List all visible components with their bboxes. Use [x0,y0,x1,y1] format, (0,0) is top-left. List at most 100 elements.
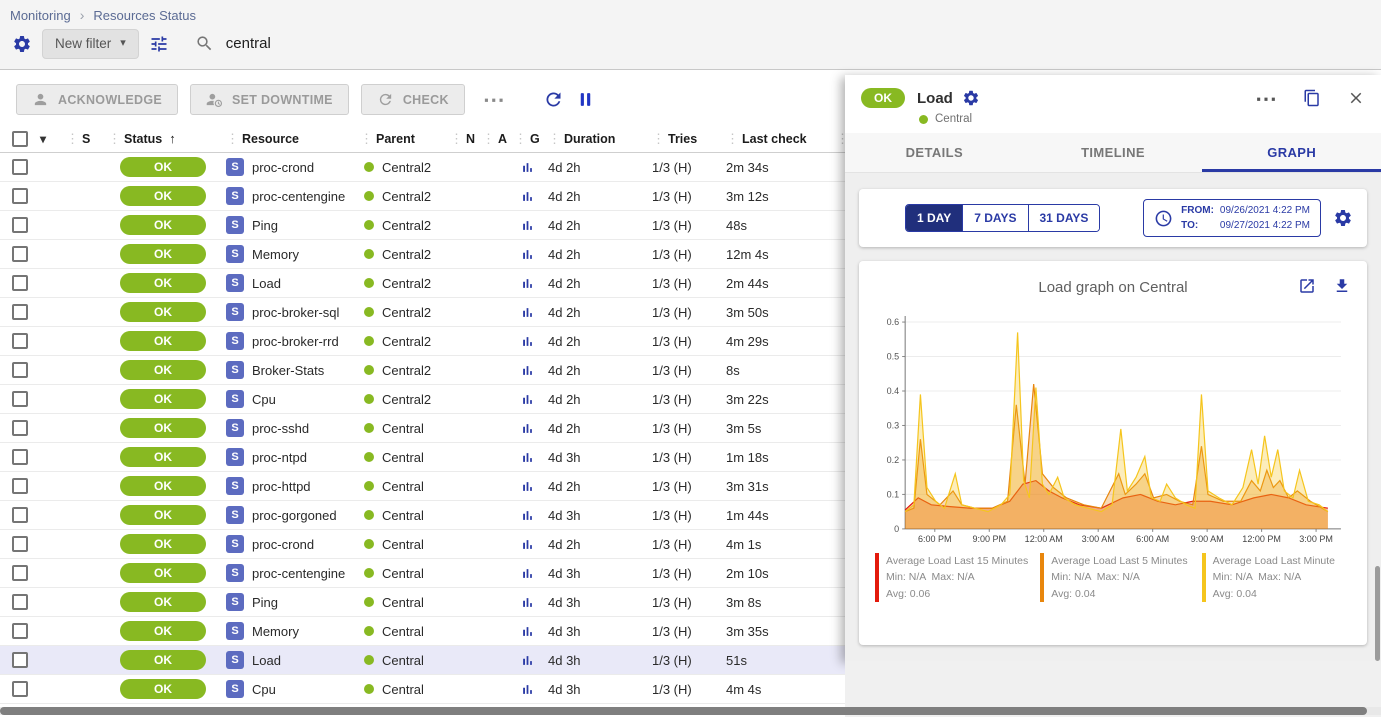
select-all-checkbox[interactable] [12,130,28,147]
resource-name[interactable]: Load [252,652,281,668]
resource-name[interactable]: Broker-Stats [252,362,325,378]
row-checkbox[interactable] [12,304,28,320]
graph-icon[interactable] [520,508,535,523]
resource-name[interactable]: proc-centengine [252,188,346,204]
resource-name[interactable]: proc-centengine [252,565,346,581]
check-button[interactable]: CHECK [360,84,465,115]
table-row[interactable]: OK S Broker-Stats Central2 4d 2h 1/3 (H) 8s [0,356,845,385]
status-badge[interactable]: OK [120,360,206,380]
table-row[interactable]: OK S Cpu Central2 4d 2h 1/3 (H) 3m 22s [0,385,845,414]
row-checkbox[interactable] [12,478,28,494]
graph-icon[interactable] [520,450,535,465]
parent-name[interactable]: Central [382,420,424,436]
parent-name[interactable]: Central2 [382,304,432,320]
resource-name[interactable]: Cpu [252,681,276,697]
search-input[interactable] [223,34,654,53]
status-badge[interactable]: OK [120,621,206,641]
graph-icon[interactable] [520,363,535,378]
graph-icon[interactable] [520,624,535,639]
graph-icon[interactable] [520,305,535,320]
close-panel-icon[interactable] [1347,89,1365,107]
row-checkbox[interactable] [12,333,28,349]
row-checkbox[interactable] [12,159,28,175]
row-checkbox[interactable] [12,536,28,552]
parent-name[interactable]: Central [382,449,424,465]
status-badge[interactable]: OK [120,273,206,293]
drag-handle-icon[interactable]: ⋮ [482,130,495,146]
parent-name[interactable]: Central2 [382,391,432,407]
last-check-header-label[interactable]: Last check [742,131,807,146]
table-row[interactable]: OK S Ping Central2 4d 2h 1/3 (H) 48s [0,211,845,240]
drag-handle-icon[interactable]: ⋮ [226,130,239,146]
download-icon[interactable] [1333,277,1351,295]
drag-handle-icon[interactable]: ⋮ [108,130,121,146]
status-header-label[interactable]: Status [124,131,163,146]
row-checkbox[interactable] [12,362,28,378]
graph-icon[interactable] [520,189,535,204]
status-badge[interactable]: OK [120,447,206,467]
resource-name[interactable]: Cpu [252,391,276,407]
graph-icon[interactable] [520,247,535,262]
table-row[interactable]: OK S Cpu Central 4d 3h 1/3 (H) 4m 4s [0,675,845,704]
graph-icon[interactable] [520,218,535,233]
tab-graph[interactable]: GRAPH [1202,133,1381,172]
status-badge[interactable]: OK [120,215,206,235]
legend-item[interactable]: Average Load Last 15 Minutes Min: N/A Max… [875,552,1028,602]
parent-name[interactable]: Central [382,652,424,668]
resource-header-label[interactable]: Resource [242,131,299,146]
graph-icon[interactable] [520,595,535,610]
horizontal-scrollbar-thumb[interactable] [0,707,1368,715]
drag-handle-icon[interactable]: ⋮ [726,130,739,146]
status-badge[interactable]: OK [120,244,206,264]
parent-name[interactable]: Central [382,681,424,697]
sort-asc-icon[interactable]: ↑ [169,131,176,146]
status-badge[interactable]: OK [120,679,206,699]
status-badge[interactable]: OK [120,389,206,409]
status-badge[interactable]: OK [120,331,206,351]
graph-icon[interactable] [520,479,535,494]
graph-icon[interactable] [520,392,535,407]
parent-name[interactable]: Central [382,536,424,552]
status-badge[interactable]: OK [120,418,206,438]
set-downtime-button[interactable]: SET DOWNTIME [190,84,349,115]
row-checkbox[interactable] [12,565,28,581]
parent-name[interactable]: Central2 [382,188,432,204]
resource-name[interactable]: proc-crond [252,536,315,552]
legend-item[interactable]: Average Load Last 5 Minutes Min: N/A Max:… [1040,552,1189,602]
row-checkbox[interactable] [12,449,28,465]
status-badge[interactable]: OK [120,302,206,322]
panel-more-icon[interactable]: ⋯ [1255,85,1277,111]
table-row[interactable]: OK S Memory Central 4d 3h 1/3 (H) 3m 35s [0,617,845,646]
acknowledge-button[interactable]: ACKNOWLEDGE [16,84,178,115]
new-filter-button[interactable]: New filter ▾ [42,28,139,59]
resource-name[interactable]: Load [252,275,281,291]
parent-name[interactable]: Central2 [382,217,432,233]
panel-scrollbar-thumb[interactable] [1375,566,1380,661]
selection-menu-chevron-icon[interactable]: ▾ [40,131,47,146]
parent-name[interactable]: Central2 [382,246,432,262]
graph-icon[interactable] [520,653,535,668]
more-actions-icon[interactable]: ⋯ [482,87,505,112]
parent-name[interactable]: Central [382,594,424,610]
severity-header-label[interactable]: S [82,131,91,146]
panel-parent-name[interactable]: Central [935,113,973,125]
n-header-label[interactable]: N [466,131,476,146]
custom-time-range-picker[interactable]: FROM: 09/26/2021 4:22 PM TO: 09/27/2021 … [1143,199,1321,237]
legend-item[interactable]: Average Load Last Minute Min: N/A Max: N/… [1201,552,1351,602]
parent-name[interactable]: Central [382,507,424,523]
row-checkbox[interactable] [12,246,28,262]
resource-name[interactable]: proc-broker-rrd [252,333,339,349]
status-badge[interactable]: OK [120,186,206,206]
drag-handle-icon[interactable]: ⋮ [66,130,79,146]
resource-name[interactable]: proc-sshd [252,420,310,436]
table-row[interactable]: OK S Ping Central 4d 3h 1/3 (H) 3m 8s [0,588,845,617]
g-header-label[interactable]: G [530,131,540,146]
open-in-new-icon[interactable] [1298,277,1316,295]
